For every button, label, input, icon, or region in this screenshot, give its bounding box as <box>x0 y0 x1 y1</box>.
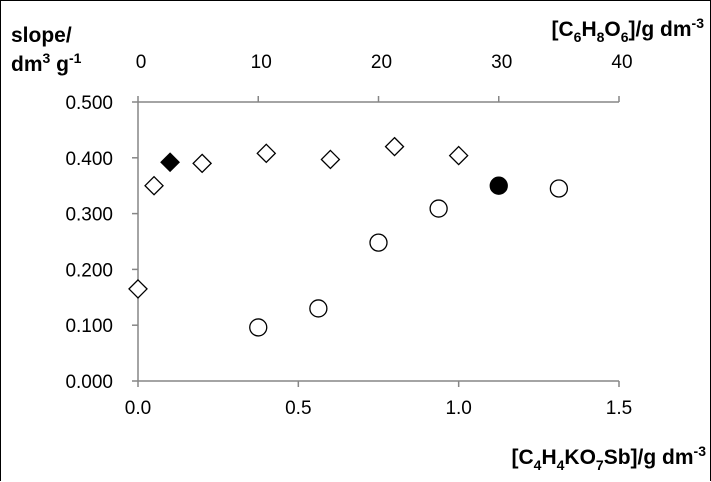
circle-filled-point <box>489 176 508 195</box>
axis-title-fragment: 4 <box>557 457 565 473</box>
y-tick-label: 0.000 <box>65 372 113 393</box>
x-bottom-axis-title: [C4H4KO7Sb]/g dm-3 <box>511 443 706 473</box>
axis-title-fragment: 6 <box>621 29 629 45</box>
circle-open-point <box>549 179 569 198</box>
data-points <box>128 136 569 337</box>
diamond-open-point <box>144 175 164 196</box>
y-ticks: 0.000 0.100 0.200 0.300 0.400 0.500 <box>65 93 138 393</box>
y-axis-title-dm: dm <box>11 53 43 76</box>
y-axis-title-sup2: -1 <box>69 50 82 66</box>
circle-open-point <box>429 199 448 218</box>
axis-title-fragment: 8 <box>597 29 605 45</box>
x-top-tick-label: 20 <box>371 52 392 73</box>
diamond-open-point <box>320 149 341 170</box>
diamond-open-point <box>384 136 405 157</box>
axis-title-fragment: H <box>541 446 556 469</box>
axis-title-fragment: H <box>581 18 596 41</box>
y-axis-title-sup1: 3 <box>43 50 51 66</box>
y-axis-title-line1: slope/ <box>11 24 72 47</box>
axis-title-fragment: 4 <box>534 457 542 473</box>
x-bottom-tick-label: 0.5 <box>285 398 311 419</box>
x-bottom-tick-label: 1.5 <box>606 398 632 419</box>
diamond-open-point <box>192 153 213 174</box>
y-axis-title-g: g <box>50 53 69 76</box>
axis-title-fragment: 7 <box>596 457 604 473</box>
diamond-filled-point <box>160 152 180 173</box>
x-top-tick-label: 0 <box>136 52 147 73</box>
x-top-tick-label: 30 <box>491 52 512 73</box>
y-tick-label: 0.300 <box>65 205 113 226</box>
y-tick-label: 0.500 <box>65 93 113 114</box>
diamond-open-point <box>448 145 469 166</box>
x-bottom-ticks: 0.0 0.5 1.0 1.5 <box>125 381 632 419</box>
y-tick-label: 0.400 <box>65 149 113 170</box>
axis-title-fragment: Sb]/g dm <box>604 446 694 469</box>
axis-title-fragment: ]/g dm <box>629 18 692 41</box>
axis-title-fragment: O <box>604 18 620 41</box>
axis-title-fragment: 6 <box>574 29 582 45</box>
x-top-axis-title: [C6H8O6]/g dm-3 <box>551 15 704 45</box>
axis-title-fragment: -3 <box>692 15 705 31</box>
circle-open-point <box>309 299 328 318</box>
axis-title-fragment: KO <box>564 446 596 469</box>
axis-title-fragment: [C <box>551 18 573 41</box>
circle-open-point <box>369 233 388 252</box>
y-axis-title-line2: dm3 g-1 <box>11 50 82 76</box>
y-tick-label: 0.200 <box>65 260 113 281</box>
diamond-open-point <box>128 279 148 299</box>
axis-title-fragment: [C <box>511 446 533 469</box>
circle-open-point <box>249 318 268 337</box>
x-bottom-tick-label: 1.0 <box>445 398 471 419</box>
x-top-ticks: 0 10 20 30 40 <box>136 52 633 102</box>
y-tick-label: 0.100 <box>65 316 113 337</box>
x-top-tick-label: 10 <box>251 52 272 73</box>
diamond-open-point <box>256 143 277 164</box>
axis-title-fragment: -3 <box>694 443 707 459</box>
x-top-tick-label: 40 <box>611 52 632 73</box>
x-bottom-tick-label: 0.0 <box>125 398 151 419</box>
